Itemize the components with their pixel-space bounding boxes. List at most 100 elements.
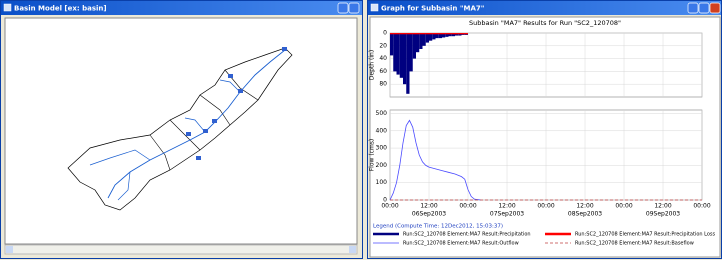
river xyxy=(219,79,241,93)
bar xyxy=(451,33,455,35)
y-tick-label: 500 xyxy=(376,110,388,117)
bar xyxy=(448,33,452,37)
subbasin-boundary xyxy=(199,94,231,126)
bar xyxy=(422,33,426,46)
element-icon xyxy=(282,47,287,51)
river xyxy=(184,117,206,133)
subbasin-boundary xyxy=(169,119,201,151)
scroll-right[interactable] xyxy=(349,246,356,253)
date-label: 06Sep2003 xyxy=(412,211,446,218)
date-label: 07Sep2003 xyxy=(490,211,524,218)
y-tick-label: 0 xyxy=(383,197,387,204)
bar xyxy=(409,33,413,35)
bar xyxy=(461,33,465,35)
bar xyxy=(416,33,420,35)
x-tick-label: 00:00 xyxy=(459,203,476,210)
bar xyxy=(396,33,400,75)
window-title: Graph for Subbasin "MA7" xyxy=(381,5,484,13)
bar xyxy=(409,33,413,72)
bar xyxy=(432,33,436,35)
legend-label: Run:SC2_120708 Element:MA7 Result:Basefl… xyxy=(575,241,694,247)
bar xyxy=(429,33,433,41)
x-tick-label: 12:00 xyxy=(420,203,437,210)
element-icon xyxy=(186,132,191,136)
legend: Run:SC2_120708 Element:MA7 Result:Precip… xyxy=(373,232,716,247)
bar xyxy=(390,33,394,56)
basin-outline xyxy=(67,47,293,211)
x-tick-label: 00:00 xyxy=(537,203,554,210)
bar xyxy=(429,33,433,35)
y-tick-label: 0 xyxy=(383,30,387,37)
river xyxy=(117,171,131,201)
bar xyxy=(399,33,403,78)
date-label: 09Sep2003 xyxy=(646,211,680,218)
subbasin-boundary xyxy=(149,134,171,171)
bar xyxy=(390,33,394,35)
date-label: 08Sep2003 xyxy=(568,211,602,218)
bar xyxy=(464,33,468,35)
legend-label: Run:SC2_120708 Element:MA7 Result:Precip… xyxy=(403,232,531,238)
series-line xyxy=(389,119,482,201)
y-tick-label: 20 xyxy=(379,42,387,49)
bar xyxy=(442,33,446,35)
bar xyxy=(396,33,400,35)
bar xyxy=(406,33,410,94)
bar xyxy=(393,33,397,35)
element-icon xyxy=(238,89,243,93)
scrollbar[interactable] xyxy=(4,244,358,255)
bar xyxy=(432,33,436,40)
x-tick-label: 12:00 xyxy=(576,203,593,210)
bar xyxy=(442,33,446,38)
window-icon xyxy=(3,3,12,12)
basin-window: Basin Model [ex: basin] xyxy=(0,0,363,259)
element-icon xyxy=(203,129,208,133)
title-bar xyxy=(368,1,721,15)
bar xyxy=(448,33,452,35)
element-icon xyxy=(196,156,201,160)
graph-window: Graph for Subbasin "MA7" Subbasin "MA7" … xyxy=(367,0,722,259)
maximize-button[interactable] xyxy=(698,2,710,14)
bar xyxy=(438,33,442,35)
bar xyxy=(419,33,423,35)
bar xyxy=(435,33,439,39)
maximize-button[interactable] xyxy=(337,2,349,14)
y-tick-label: 40 xyxy=(379,55,387,62)
window-icon xyxy=(370,3,379,12)
window-title: Basin Model [ex: basin] xyxy=(14,5,107,13)
x-tick-label: 00:00 xyxy=(693,203,710,210)
y-tick-label: 60 xyxy=(379,68,387,75)
bar xyxy=(416,33,420,53)
bar xyxy=(419,33,423,49)
bar xyxy=(438,33,442,39)
bar xyxy=(458,33,462,35)
x-tick-label: 00:00 xyxy=(615,203,632,210)
minimize-button[interactable] xyxy=(687,2,699,14)
bar xyxy=(422,33,426,35)
scroll-left[interactable] xyxy=(6,246,13,253)
bar xyxy=(445,33,449,35)
river xyxy=(89,149,151,166)
close-button[interactable] xyxy=(348,2,360,14)
bar xyxy=(425,33,429,35)
bar xyxy=(445,33,449,37)
x-tick-label: 00:00 xyxy=(381,203,398,210)
x-tick-label: 12:00 xyxy=(654,203,671,210)
bar xyxy=(393,33,397,72)
chart-title: Subbasin "MA7" Results for Run "SC2_1207… xyxy=(469,19,621,27)
bar xyxy=(451,33,455,37)
y-axis-label: Depth (in) xyxy=(369,50,376,80)
close-button[interactable] xyxy=(709,2,721,14)
chart: 0 100 200 300 400 500 00:00 12:00 00:00 12:00 00:0… xyxy=(369,109,711,218)
x-tick-label: 12:00 xyxy=(498,203,515,210)
element-icon xyxy=(228,74,233,78)
bar xyxy=(403,33,407,85)
y-tick-label: 300 xyxy=(376,145,388,152)
y-tick-label: 200 xyxy=(376,162,388,169)
bar xyxy=(412,33,416,35)
y-axis-label: Flow (cms) xyxy=(369,139,376,172)
y-tick-label: 100 xyxy=(376,179,388,186)
